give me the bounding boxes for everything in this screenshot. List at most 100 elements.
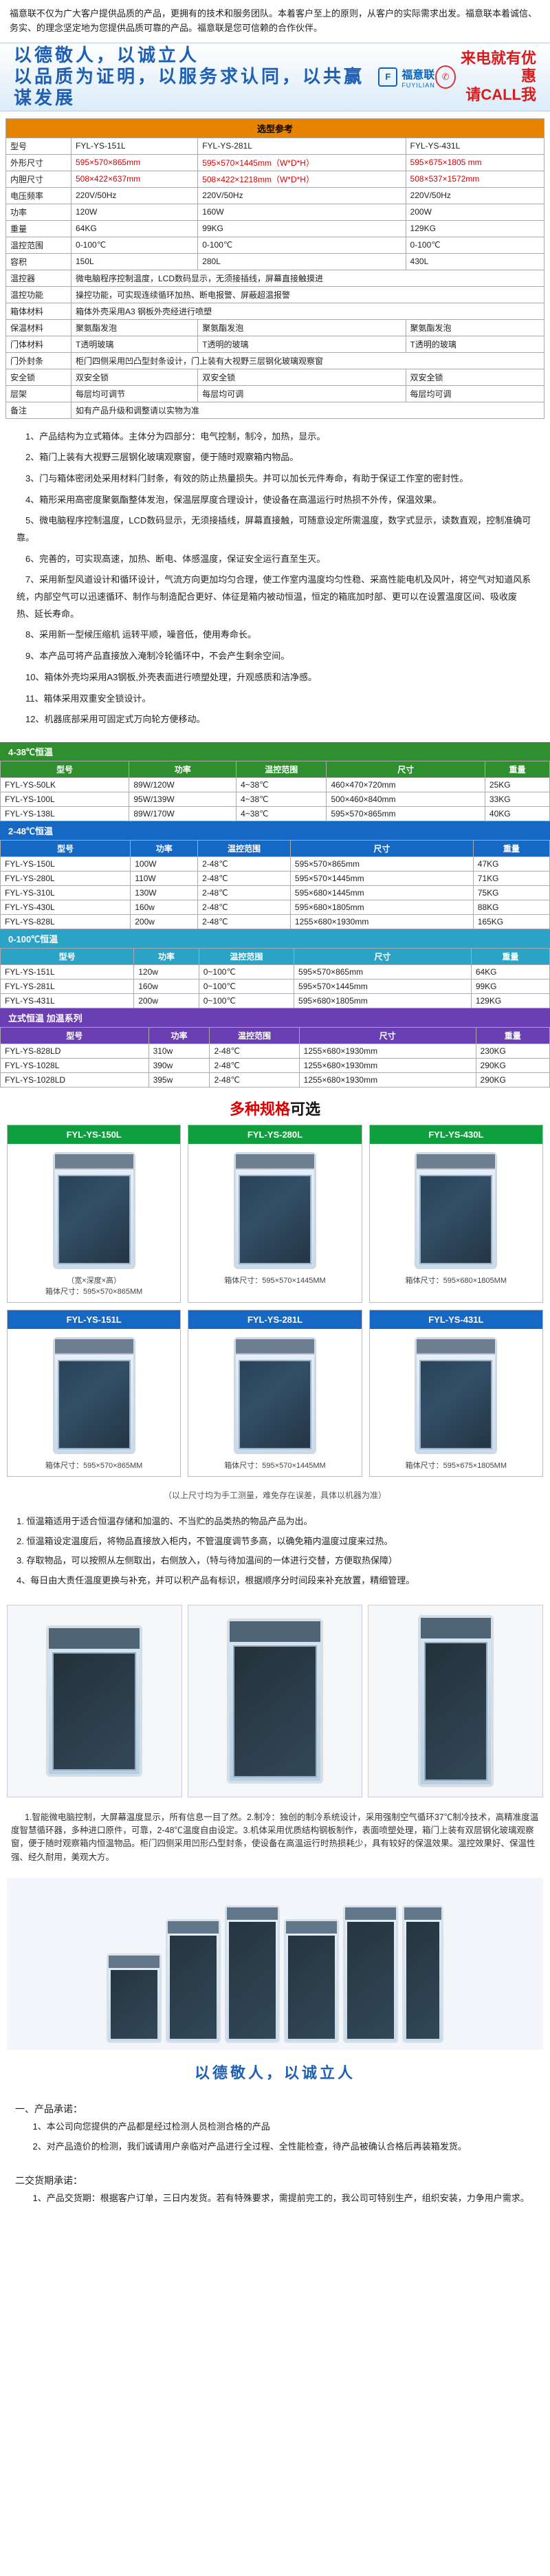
range-td: 33KG bbox=[485, 792, 549, 806]
spec-cell: 双安全锁 bbox=[198, 369, 406, 385]
fridge-illustration bbox=[53, 1337, 135, 1454]
range-td: 2-48℃ bbox=[210, 1043, 299, 1058]
model-card: FYL-YS-281L 箱体尺寸：595×570×1445MM bbox=[188, 1310, 362, 1477]
feature-item: 5、微电脑程序控制温度，LCD数码显示，无须接插线，屏幕直接触，可随意设定所需温… bbox=[16, 512, 534, 546]
range-td: 75KG bbox=[473, 885, 549, 900]
spec-cell: 双安全锁 bbox=[72, 369, 198, 385]
range-th: 尺寸 bbox=[299, 1027, 476, 1043]
slogan-r1: 来电就有优惠 bbox=[456, 50, 536, 86]
spec-label: 型号 bbox=[6, 138, 72, 154]
range-td: FYL-YS-430L bbox=[1, 900, 131, 914]
range-td: 160w bbox=[131, 900, 198, 914]
range-th: 重量 bbox=[471, 948, 549, 964]
spec-label: 温控功能 bbox=[6, 286, 72, 303]
range-td: 89W/120W bbox=[129, 777, 236, 792]
spec-label: 备注 bbox=[6, 402, 72, 418]
model-grid: FYL-YS-150L （宽×深度×高）箱体尺寸：595×570×865MM F… bbox=[0, 1125, 550, 1485]
range-th: 温控范围 bbox=[198, 840, 291, 856]
spec-label: 电压频率 bbox=[6, 187, 72, 204]
slogan-sub: 以品质为证明，以服务求认同，以共赢谋发展 bbox=[14, 66, 378, 109]
range-td: 290KG bbox=[476, 1058, 549, 1072]
range-td: 129KG bbox=[471, 993, 549, 1008]
model-name: FYL-YS-430L bbox=[370, 1125, 542, 1144]
range-td: 1255×680×1930mm bbox=[299, 1043, 476, 1058]
range-td: 595×570×865mm bbox=[290, 856, 473, 871]
lineup-caption: 以德敬人，以诚立人 bbox=[0, 2054, 550, 2094]
range-td: 595×680×1445mm bbox=[290, 885, 473, 900]
header-banner: 以德敬人，以诚立人 以品质为证明，以服务求认同，以共赢谋发展 F 福意联 FUY… bbox=[0, 43, 550, 111]
range-table: 型号功率温控范围尺寸重量FYL-YS-151L120w0~100℃595×570… bbox=[0, 948, 550, 1008]
size-note: （以上尺寸均为手工测量，难免存在误差，具体以机器为准） bbox=[0, 1485, 550, 1508]
range-th: 温控范围 bbox=[236, 761, 327, 777]
fridge-illustration bbox=[415, 1152, 497, 1269]
lineup-slogan: 以德敬人，以诚立人 bbox=[195, 2064, 355, 2081]
range-th: 型号 bbox=[1, 948, 134, 964]
model-dimensions: （宽×深度×高）箱体尺寸：595×570×865MM bbox=[43, 1273, 145, 1302]
spec-cell: 430L bbox=[406, 253, 544, 270]
spec-label: 温控器 bbox=[6, 270, 72, 286]
range-td: 0~100℃ bbox=[199, 993, 294, 1008]
range-th: 温控范围 bbox=[199, 948, 294, 964]
commitment-header: 一、产品承诺： bbox=[0, 2094, 550, 2119]
feature-item: 11、箱体采用双重安全锁设计。 bbox=[16, 691, 534, 708]
slogan-main: 以德敬人，以诚立人 bbox=[14, 45, 378, 66]
range-td: 130W bbox=[131, 885, 198, 900]
model-dimensions: 箱体尺寸：595×570×865MM bbox=[43, 1458, 145, 1476]
brand-sub: FUYILIAN bbox=[402, 82, 435, 89]
spec-cell: 595×675×1805 mm bbox=[406, 154, 544, 171]
spec-label: 层架 bbox=[6, 385, 72, 402]
model-card: FYL-YS-431L 箱体尺寸：595×675×1805MM bbox=[369, 1310, 543, 1477]
range-th: 重量 bbox=[476, 1027, 549, 1043]
spec-cell: 每层均可调节 bbox=[72, 385, 198, 402]
intro-text: 福意联不仅为广大客户提供品质的产品，更拥有的技术和服务团队。本着客户至上的原则，… bbox=[0, 0, 550, 43]
range-td: 4~38℃ bbox=[236, 792, 327, 806]
spec-cell: 箱体外壳采用A3 钢板外壳经进行喷塑 bbox=[72, 303, 544, 319]
range-td: 1255×680×1930mm bbox=[299, 1058, 476, 1072]
spec-cell: 聚氨酯发泡 bbox=[406, 319, 544, 336]
feature-item: 4、箱形采用高密度聚氨酯整体发泡，保温层厚度合理设计，使设备在高温运行时热损不外… bbox=[16, 492, 534, 509]
feature-item: 2、箱门上装有大视野三层钢化玻璃观察窗，便于随时观察箱内物品。 bbox=[16, 449, 534, 466]
model-dimensions: 箱体尺寸：595×675×1805MM bbox=[403, 1458, 509, 1476]
range-td: FYL-YS-100L bbox=[1, 792, 129, 806]
range-td: 460×470×720mm bbox=[327, 777, 485, 792]
usage-list: 1. 恒温箱适用于适合恒温存储和加温的、不当贮的品类热的物品产品为出。2. 恒温… bbox=[0, 1508, 550, 1598]
spec-cell: 柜门四侧采用凹凸型封条设计，门上装有大视野三层钢化玻璃观察窗 bbox=[72, 352, 544, 369]
range-td: 290KG bbox=[476, 1072, 549, 1087]
usage-item: 2. 恒温箱设定温度后，将物品直接放入柜内，不管温度调节多高，以确免箱内温度过度… bbox=[16, 1533, 534, 1550]
brand-name: 福意联 bbox=[402, 65, 435, 82]
model-name: FYL-YS-150L bbox=[8, 1125, 180, 1144]
model-name: FYL-YS-431L bbox=[370, 1310, 542, 1329]
fridge-illustration bbox=[415, 1337, 497, 1454]
range-td: 200w bbox=[134, 993, 199, 1008]
model-name: FYL-YS-281L bbox=[188, 1310, 361, 1329]
range-th: 重量 bbox=[485, 761, 549, 777]
range-td: FYL-YS-1028L bbox=[1, 1058, 149, 1072]
range-td: 310w bbox=[148, 1043, 210, 1058]
photo-row bbox=[0, 1598, 550, 1804]
range-th: 功率 bbox=[131, 840, 198, 856]
model-name: FYL-YS-280L bbox=[188, 1125, 361, 1144]
spec-cell: 220V/50Hz bbox=[198, 187, 406, 204]
range-td: 1255×680×1930mm bbox=[290, 914, 473, 929]
commit-item: 1、本公司向您提供的产品都是经过检测人员检测合格的产品 bbox=[19, 2119, 531, 2136]
feature-item: 1、产品结构为立式箱体。主体分为四部分：电气控制，制冷，加热，显示。 bbox=[16, 429, 534, 446]
range-td: 120w bbox=[134, 964, 199, 979]
spec-caption: 选型参考 bbox=[6, 118, 544, 138]
range-td: FYL-YS-310L bbox=[1, 885, 131, 900]
spec-cell: 150L bbox=[72, 253, 198, 270]
range-td: 71KG bbox=[473, 871, 549, 885]
delivery-header: 二交货期承诺： bbox=[0, 2165, 550, 2190]
range-td: 40KG bbox=[485, 806, 549, 821]
range-td: 595×570×865mm bbox=[294, 964, 472, 979]
spec-cell: 0-100℃ bbox=[198, 237, 406, 253]
spec-cell: 220V/50Hz bbox=[406, 187, 544, 204]
range-table: 型号功率温控范围尺寸重量FYL-YS-50LK89W/120W4~38℃460×… bbox=[0, 761, 550, 821]
spec-cell: T透明玻璃 bbox=[72, 336, 198, 352]
spec-cell: 200W bbox=[406, 204, 544, 220]
commitment-body: 1、本公司向您提供的产品都是经过检测人员检测合格的产品2、对产品造价的检测，我们… bbox=[0, 2119, 550, 2165]
spec-label: 保温材料 bbox=[6, 319, 72, 336]
product-photo-1 bbox=[7, 1605, 182, 1797]
feature-item: 8、采用新一型候压缩机 运转平顺，噪音低，使用寿命长。 bbox=[16, 627, 534, 644]
spec-cell: 0-100℃ bbox=[406, 237, 544, 253]
range-td: 0~100℃ bbox=[199, 964, 294, 979]
